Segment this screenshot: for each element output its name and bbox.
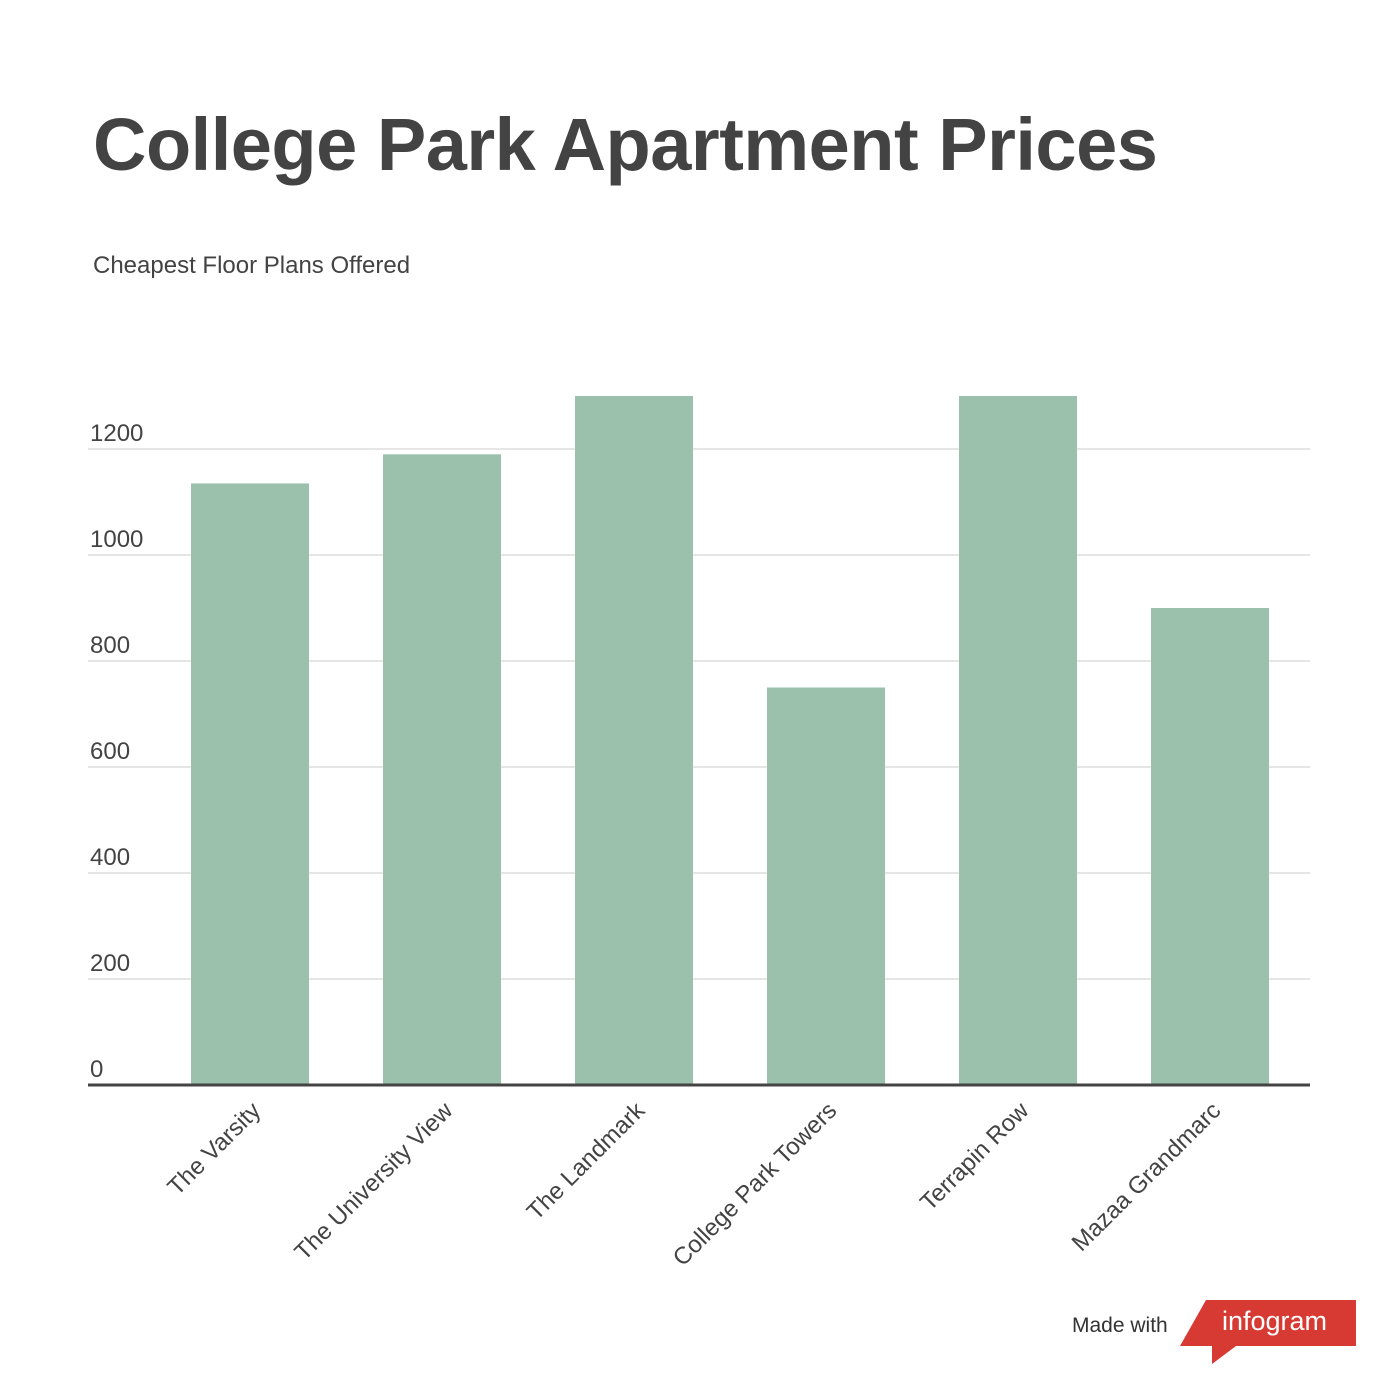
y-tick-label: 0 <box>90 1056 103 1083</box>
y-tick-label: 400 <box>90 844 130 871</box>
bar[interactable] <box>767 687 885 1086</box>
infogram-logo-icon <box>1180 1300 1356 1364</box>
x-tick-label: The University View <box>289 1097 458 1266</box>
chart-title: College Park Apartment Prices <box>93 103 1158 186</box>
bar[interactable] <box>1151 608 1269 1085</box>
y-tick-label: 200 <box>90 950 130 977</box>
bar[interactable] <box>191 483 309 1085</box>
x-axis-tick-labels: The Varsity The University View The Landma… <box>163 1096 1227 1270</box>
bars <box>191 396 1269 1085</box>
bar[interactable] <box>959 396 1077 1085</box>
x-tick-label: The Varsity <box>163 1097 267 1201</box>
y-tick-label: 1200 <box>90 420 143 447</box>
made-with-infogram-credit[interactable]: Made with infogram <box>1072 1300 1362 1364</box>
chart-subtitle: Cheapest Floor Plans Offered <box>93 252 411 279</box>
bar-chart: 0 200 400 600 800 1000 1200 The Varsity The Uni… <box>88 396 1310 1270</box>
x-tick-label: Terrapin Row <box>915 1097 1035 1217</box>
made-with-text: Made with <box>1072 1314 1168 1337</box>
x-tick-label: Mazaa Grandmarc <box>1067 1097 1227 1257</box>
bar[interactable] <box>575 396 693 1085</box>
y-tick-label: 1000 <box>90 526 143 553</box>
bar[interactable] <box>383 454 501 1085</box>
x-tick-label: The Landmark <box>522 1096 651 1225</box>
y-tick-label: 800 <box>90 632 130 659</box>
y-axis-tick-labels: 0 200 400 600 800 1000 1200 <box>90 420 143 1083</box>
x-tick-label: College Park Towers <box>668 1097 842 1270</box>
infogram-brand-text: infogram <box>1222 1306 1328 1336</box>
y-tick-label: 600 <box>90 738 130 765</box>
